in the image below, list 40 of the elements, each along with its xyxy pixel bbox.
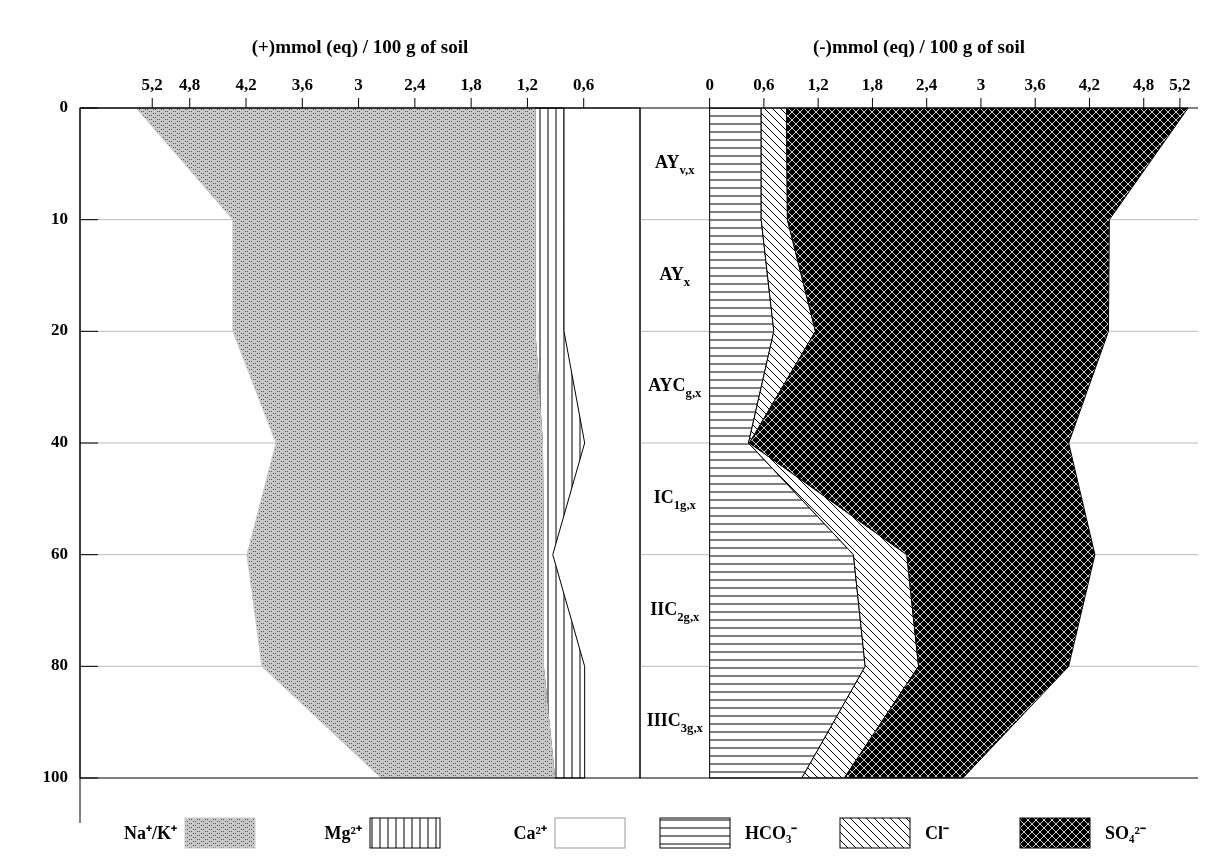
x-tick-label: 3 (976, 75, 986, 94)
x-tick-label: 3 (354, 75, 363, 94)
annotation: AY$_{v,x}$ (655, 151, 696, 177)
x-tick-label: 1,2 (516, 75, 539, 94)
x-tick-label: 3,6 (291, 75, 313, 94)
annotation: IIIC$_{3g,x}$ (646, 710, 704, 736)
annotation: IC$_{1g,x}$ (653, 486, 697, 512)
x-tick-label: 4,2 (235, 75, 257, 94)
x-tick-label: 5,2 (141, 75, 163, 94)
legend-label: Na⁺/K⁺ (123, 823, 177, 844)
x-tick-label: 4,8 (179, 75, 201, 94)
y-tick-label: 10 (51, 208, 68, 228)
y-tick-label: 100 (42, 766, 68, 786)
x-tick-label: 0,6 (753, 75, 775, 94)
annotation: AYC$_{g,x}$ (648, 375, 703, 401)
x-tick-label: 0,6 (573, 75, 595, 94)
y-tick-label: 0 (59, 96, 68, 116)
x-tick-label: 2,4 (404, 75, 426, 94)
x-axis-title: (-)mmol (eq) / 100 g of soil (812, 36, 1026, 58)
y-tick-label: 20 (51, 320, 68, 340)
legend-label: Cl⁻ (925, 823, 949, 844)
x-tick-label: 1,8 (460, 75, 482, 94)
legend-label: HCO₃⁻ (745, 823, 798, 844)
x-tick-label: 5,2 (1169, 75, 1191, 94)
y-tick-label: 40 (51, 431, 68, 451)
annotation: AY$_{x}$ (659, 263, 691, 289)
x-tick-label: 4,8 (1133, 75, 1155, 94)
x-tick-label: 3,6 (1024, 75, 1046, 94)
x-tick-label: 1,8 (861, 75, 884, 94)
legend-label: Mg²⁺ (324, 823, 362, 844)
x-axis-title: (+)mmol (eq) / 100 g of soil (251, 36, 469, 58)
legend-label: Ca²⁺ (513, 823, 547, 844)
x-tick-label: 2,4 (916, 75, 938, 94)
y-tick-label: 60 (51, 543, 68, 563)
x-tick-label: 0 (705, 75, 714, 94)
legend-label: SO₄²⁻ (1105, 823, 1146, 844)
y-tick-label: 80 (51, 655, 68, 675)
x-tick-label: 4,2 (1078, 75, 1101, 94)
annotation: IIC$_{2g,x}$ (650, 598, 701, 624)
x-tick-label: 1,2 (807, 75, 829, 94)
